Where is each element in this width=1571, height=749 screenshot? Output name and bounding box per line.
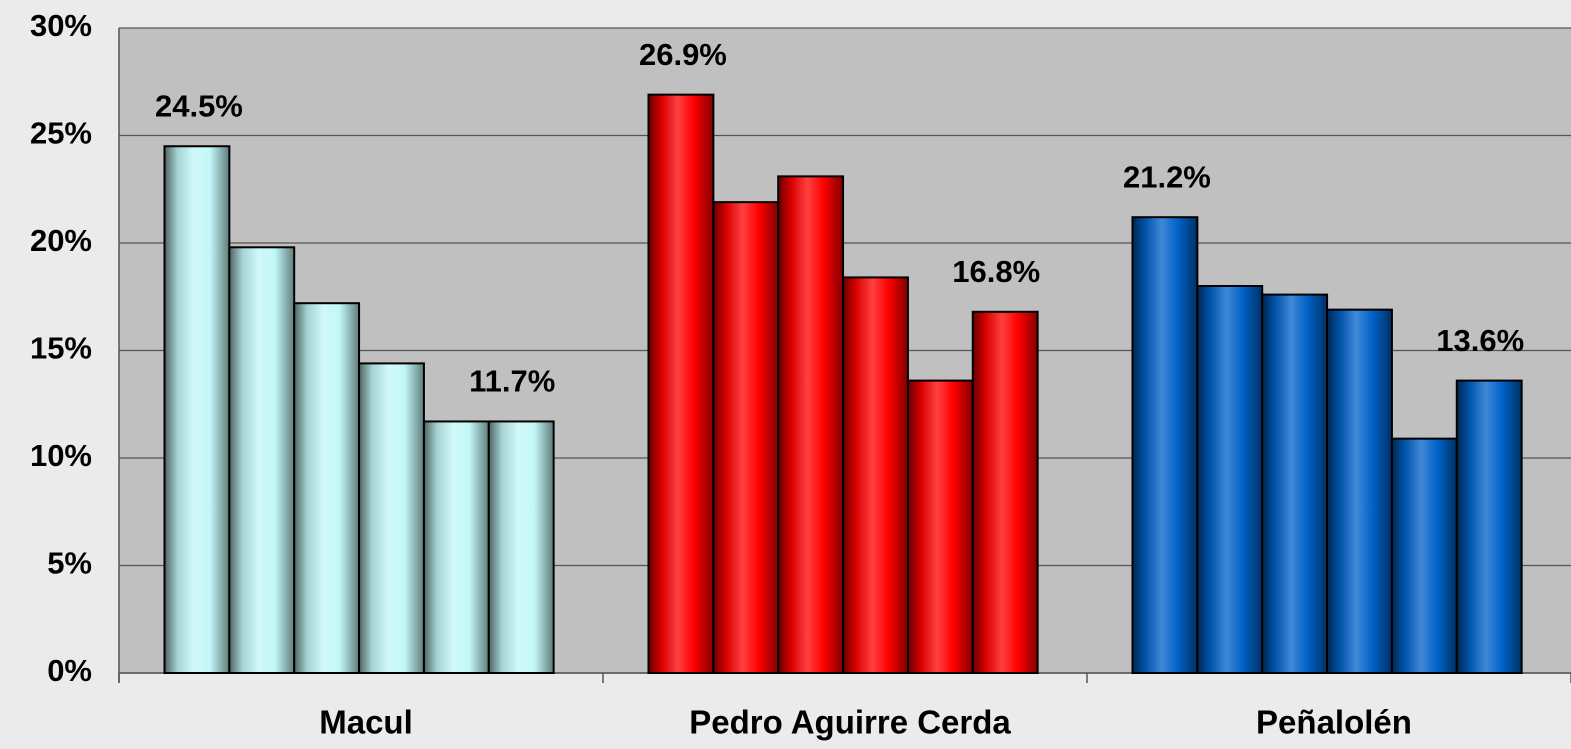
y-tick-label: 10% (30, 438, 92, 473)
bar (1390, 437, 1458, 674)
x-tick-label: Pedro Aguirre Cerda (689, 704, 1011, 741)
bar (1326, 308, 1393, 674)
y-tick-label: 15% (30, 331, 92, 366)
bar (1455, 379, 1523, 674)
bar (842, 276, 909, 674)
value-label: 13.6% (1436, 323, 1524, 358)
bar (163, 145, 231, 674)
y-tick-label: 0% (47, 653, 92, 688)
bar (1131, 216, 1199, 674)
y-tick-label: 5% (47, 546, 92, 581)
value-label: 24.5% (155, 88, 243, 123)
x-tick-label: Peñalolén (1256, 704, 1412, 741)
value-label: 21.2% (1123, 159, 1211, 194)
y-tick-label: 20% (30, 223, 92, 258)
bar (487, 420, 555, 675)
bar (777, 175, 845, 674)
value-label: 16.8% (952, 254, 1040, 289)
bar (647, 93, 715, 674)
bar (712, 201, 780, 674)
bar (1196, 285, 1264, 674)
bar (228, 246, 296, 675)
value-label: 26.9% (639, 37, 727, 72)
bar (358, 362, 425, 674)
bar (906, 379, 974, 674)
bar (1261, 293, 1329, 674)
x-tick-label: Macul (319, 704, 413, 741)
y-tick-label: 25% (30, 116, 92, 151)
bar (293, 302, 361, 674)
y-tick-label: 30% (30, 8, 92, 43)
bar (971, 310, 1039, 674)
bar (422, 420, 490, 675)
value-label: 11.7% (469, 364, 555, 399)
